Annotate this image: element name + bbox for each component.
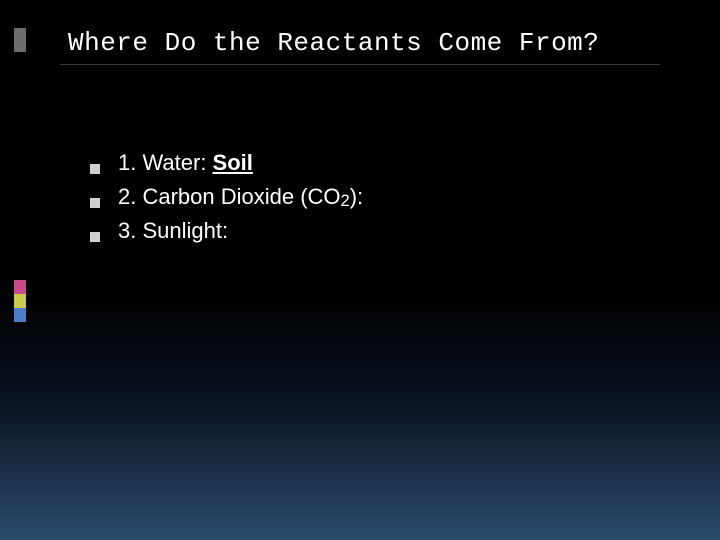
color-bar-blue bbox=[14, 308, 26, 322]
list-item-text: 2. Carbon Dioxide (CO2): bbox=[118, 184, 363, 210]
list-item: 2. Carbon Dioxide (CO2): bbox=[90, 184, 363, 210]
title-accent-tab bbox=[14, 28, 26, 52]
color-bar-pink bbox=[14, 280, 26, 294]
slide-title: Where Do the Reactants Come From? bbox=[68, 28, 599, 58]
item-prefix: 1. Water: bbox=[118, 150, 213, 175]
list-item: 3. Sunlight: bbox=[90, 218, 363, 244]
color-bar-yellow bbox=[14, 294, 26, 308]
bullet-list: 1. Water: Soil 2. Carbon Dioxide (CO2): … bbox=[90, 150, 363, 252]
item-prefix: 3. Sunlight: bbox=[118, 218, 228, 243]
item-prefix: 2. Carbon Dioxide (CO bbox=[118, 184, 341, 209]
list-item-text: 1. Water: Soil bbox=[118, 150, 253, 176]
bullet-icon bbox=[90, 232, 100, 242]
bullet-icon bbox=[90, 198, 100, 208]
item-subscript: 2 bbox=[341, 192, 350, 210]
bullet-icon bbox=[90, 164, 100, 174]
list-item: 1. Water: Soil bbox=[90, 150, 363, 176]
item-suffix: ): bbox=[350, 184, 363, 209]
side-color-bars bbox=[14, 280, 26, 322]
list-item-text: 3. Sunlight: bbox=[118, 218, 228, 244]
title-underline bbox=[60, 64, 660, 65]
item-emphasis: Soil bbox=[213, 150, 253, 175]
